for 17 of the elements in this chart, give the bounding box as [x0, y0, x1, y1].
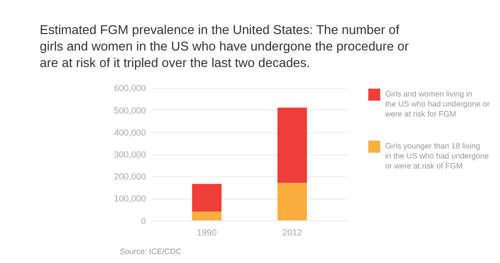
y-tick-label: 100,000 [114, 194, 146, 204]
y-tick-label: 600,000 [114, 83, 146, 94]
bar [192, 212, 222, 220]
legend-label: Girls and women living in the US who had undergone or were at risk for FGM [384, 90, 490, 118]
chart-title: Estimated FGM prevalence in the United States: The number of girls and women in the US who have undergone the procedure or are at risk of it tripled over the last two decades. [40, 22, 410, 70]
bar [277, 182, 307, 220]
legend-label: Girls younger than 18 living in the US who had undergone or were at risk of FGM [385, 142, 490, 170]
y-tick-label: 0 [140, 216, 146, 226]
y-tick-label: 400,000 [114, 127, 146, 138]
source-note: Source: ICE/CDC [120, 246, 182, 256]
y-tick-label: 300,000 [114, 150, 146, 160]
x-tick-label: 2012 [282, 228, 302, 238]
x-tick-label: 1990 [196, 228, 217, 238]
bar [277, 108, 307, 183]
y-tick-label: 200,000 [114, 172, 146, 182]
y-tick-label: 500,000 [114, 105, 146, 116]
bar [192, 184, 222, 212]
